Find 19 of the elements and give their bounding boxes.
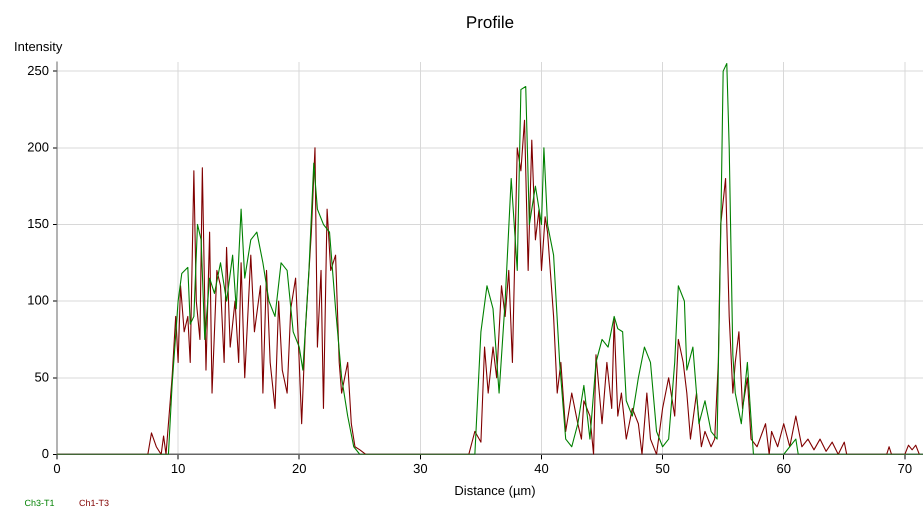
x-tick-label: 70	[898, 460, 912, 476]
y-tick-label: 150	[27, 216, 49, 232]
chart-title: Profile	[466, 13, 514, 32]
y-tick-label: 100	[27, 292, 49, 308]
y-axis-title: Intensity	[14, 39, 63, 54]
x-tick-label: 30	[413, 460, 428, 476]
x-tick-label: 0	[53, 460, 61, 476]
x-tick-label: 50	[655, 460, 670, 476]
x-tick-label: 60	[776, 460, 791, 476]
x-tick-label: 40	[534, 460, 549, 476]
x-tick-label: 10	[170, 460, 186, 476]
y-tick-label: 250	[27, 62, 49, 78]
y-tick-label: 50	[34, 369, 49, 384]
text: Ch1-T3	[79, 498, 110, 508]
x-tick-label: 20	[292, 460, 306, 476]
y-tick-label: 200	[27, 139, 49, 154]
x-axis-title: Distance (µm)	[454, 483, 536, 498]
y-tick-label: 0	[42, 446, 49, 461]
text: Ch3-T1	[24, 498, 55, 508]
